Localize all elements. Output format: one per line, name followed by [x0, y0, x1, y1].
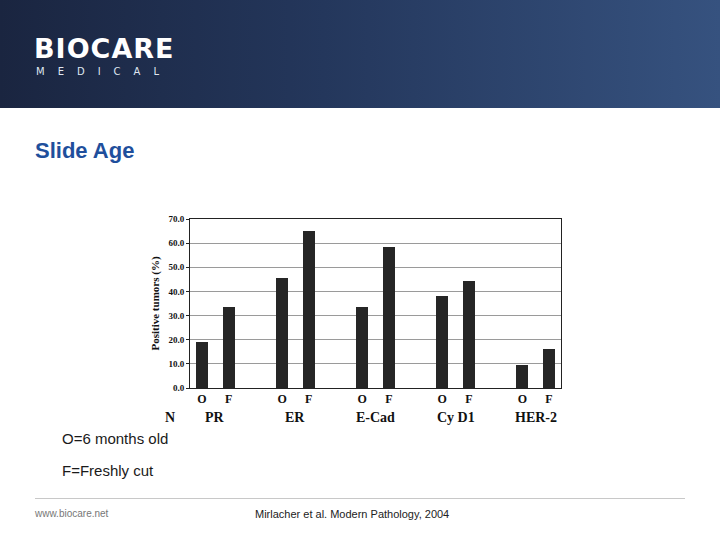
svg-text:20.0: 20.0: [168, 335, 184, 345]
svg-text:O: O: [438, 392, 447, 406]
svg-text:F: F: [545, 392, 552, 406]
html-text:BIOCARE: BIOCARE: [34, 33, 175, 64]
svg-text:60.0: 60.0: [168, 238, 184, 248]
svg-text:0.0: 0.0: [173, 383, 185, 393]
svg-text:O: O: [277, 392, 286, 406]
html-text:O=6 months old: O=6 months old: [62, 430, 169, 447]
svg-text:N: N: [165, 410, 175, 425]
svg-text:50.0: 50.0: [168, 262, 184, 272]
svg-text:O: O: [197, 392, 206, 406]
svg-text:10.0: 10.0: [168, 359, 184, 369]
svg-text:ER: ER: [285, 410, 305, 425]
svg-text:O: O: [518, 392, 527, 406]
svg-text:Cy D1: Cy D1: [437, 410, 475, 425]
svg-text:Positive tumors (%): Positive tumors (%): [149, 256, 162, 350]
svg-text:PR: PR: [205, 410, 225, 425]
html-text:MEDICAL: MEDICAL: [36, 66, 172, 77]
html-text:www.biocare.net: www.biocare.net: [35, 508, 109, 519]
svg-text:40.0: 40.0: [168, 287, 184, 297]
svg-text:HER-2: HER-2: [515, 410, 557, 425]
svg-text:F: F: [465, 392, 472, 406]
svg-text:O: O: [357, 392, 366, 406]
svg-text:E-Cad: E-Cad: [356, 410, 395, 425]
svg-text:F: F: [225, 392, 232, 406]
svg-text:F: F: [385, 392, 392, 406]
html-text:F=Freshly cut: F=Freshly cut: [62, 462, 154, 479]
html-text:Slide Age: Slide Age: [35, 138, 135, 163]
svg-text:70.0: 70.0: [168, 214, 184, 224]
svg-text:F: F: [305, 392, 312, 406]
svg-text:30.0: 30.0: [168, 311, 184, 321]
html-text:Mirlacher et al. Modern Pathol: Mirlacher et al. Modern Pathology, 2004: [255, 508, 450, 520]
